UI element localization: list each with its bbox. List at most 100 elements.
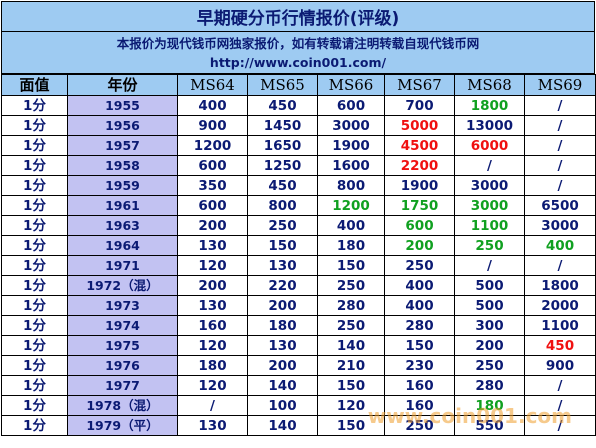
price-cell-ms64: 130 — [177, 235, 248, 256]
header-ms67: MS67 — [384, 74, 455, 96]
price-cell-ms66: 400 — [317, 215, 385, 236]
price-cell-ms66: 1200 — [317, 195, 385, 216]
price-cell-ms69: / — [524, 135, 596, 156]
price-cell-ms67: 280 — [384, 315, 455, 336]
year-cell: 1959 — [67, 175, 178, 196]
denomination-cell: 1分 — [1, 255, 68, 276]
price-cell-ms64: 120 — [177, 335, 248, 356]
price-cell-ms66: 180 — [317, 235, 385, 256]
price-cell-ms66: 210 — [317, 355, 385, 376]
price-cell-ms64: 160 — [177, 315, 248, 336]
year-cell: 1957 — [67, 135, 178, 156]
price-cell-ms64: 350 — [177, 175, 248, 196]
page-title: 早期硬分币行情报价(评级) — [1, 1, 595, 32]
price-cell-ms65: 130 — [247, 255, 318, 276]
price-cell-ms68: 1100 — [454, 215, 525, 236]
year-cell: 1971 — [67, 255, 178, 276]
price-cell-ms67: 5000 — [384, 115, 455, 136]
table-row: 1分 1957 1200 1650 1900 4500 6000/ — [1, 135, 596, 156]
table-row: 1分 1955 400 450 600 700 1800/ — [1, 95, 596, 116]
price-cell-ms69: / — [524, 115, 596, 136]
price-cell-ms65: 450 — [247, 95, 318, 116]
price-cell-ms69: 3000 — [524, 215, 596, 236]
denomination-cell: 1分 — [1, 375, 68, 396]
year-cell: 1955 — [67, 95, 178, 116]
table-row: 1分 1978（混）/100 120 160 180/ — [1, 395, 596, 416]
price-cell-ms64: / — [177, 395, 248, 416]
price-cell-ms64: 120 — [177, 375, 248, 396]
table-row: 1分 1959 350 450 800 1900 3000/ — [1, 175, 596, 196]
price-cell-ms69: / — [524, 95, 596, 116]
table-row: 1分 1979（平） 130 140 150 250 550/ — [1, 415, 596, 436]
price-cell-ms68: / — [454, 155, 525, 176]
price-cell-ms66: 1600 — [317, 155, 385, 176]
price-cell-ms65: 1450 — [247, 115, 318, 136]
price-cell-ms69: 900 — [524, 355, 596, 376]
price-cell-ms67: 600 — [384, 215, 455, 236]
price-cell-ms67: 4500 — [384, 135, 455, 156]
price-cell-ms68: 3000 — [454, 195, 525, 216]
price-cell-ms64: 130 — [177, 415, 248, 436]
denomination-cell: 1分 — [1, 395, 68, 416]
table-header-row: 面值 年份 MS64 MS65 MS66 MS67 MS68 MS69 — [1, 74, 596, 96]
year-cell: 1976 — [67, 355, 178, 376]
price-cell-ms68: 1800 — [454, 95, 525, 116]
price-cell-ms68: / — [454, 255, 525, 276]
price-cell-ms69: 1800 — [524, 275, 596, 296]
price-cell-ms65: 130 — [247, 335, 318, 356]
price-cell-ms68: 3000 — [454, 175, 525, 196]
year-cell: 1973 — [67, 295, 178, 316]
table-row: 1分 1956 900 1450 3000 5000 13000/ — [1, 115, 596, 136]
price-cell-ms65: 450 — [247, 175, 318, 196]
price-cell-ms64: 900 — [177, 115, 248, 136]
table-row: 1分 1977 120 140 150 160 280/ — [1, 375, 596, 396]
price-cell-ms66: 140 — [317, 335, 385, 356]
year-cell: 1979（平） — [67, 415, 178, 436]
price-cell-ms67: 250 — [384, 255, 455, 276]
price-cell-ms65: 180 — [247, 315, 318, 336]
table-row: 1分 1961 600 800 1200 1750 3000 6500 — [1, 195, 596, 216]
price-cell-ms67: 250 — [384, 415, 455, 436]
price-cell-ms66: 3000 — [317, 115, 385, 136]
price-cell-ms67: 1750 — [384, 195, 455, 216]
price-cell-ms67: 230 — [384, 355, 455, 376]
price-cell-ms69: / — [524, 255, 596, 276]
price-cell-ms64: 1200 — [177, 135, 248, 156]
price-cell-ms66: 800 — [317, 175, 385, 196]
site-url-link[interactable]: http://www.coin001.com/ — [209, 55, 387, 70]
price-cell-ms65: 200 — [247, 295, 318, 316]
price-cell-ms69: 1100 — [524, 315, 596, 336]
price-cell-ms67: 200 — [384, 235, 455, 256]
price-cell-ms69: 450 — [524, 335, 596, 356]
price-cell-ms67: 400 — [384, 295, 455, 316]
price-cell-ms67: 2200 — [384, 155, 455, 176]
price-cell-ms69: 6500 — [524, 195, 596, 216]
price-cell-ms65: 200 — [247, 355, 318, 376]
denomination-cell: 1分 — [1, 295, 68, 316]
price-cell-ms69: / — [524, 175, 596, 196]
price-cell-ms65: 150 — [247, 235, 318, 256]
denomination-cell: 1分 — [1, 155, 68, 176]
table-row: 1分 1974 160 180 250 280 300 1100 — [1, 315, 596, 336]
site-watermark: www.coin001.com — [367, 404, 572, 428]
denomination-cell: 1分 — [1, 415, 68, 436]
price-cell-ms65: 100 — [247, 395, 318, 416]
price-cell-ms67: 160 — [384, 375, 455, 396]
header-denomination: 面值 — [1, 74, 68, 96]
price-cell-ms65: 140 — [247, 415, 318, 436]
price-cell-ms68: 300 — [454, 315, 525, 336]
denomination-cell: 1分 — [1, 315, 68, 336]
price-cell-ms69: / — [524, 415, 596, 436]
denomination-cell: 1分 — [1, 355, 68, 376]
table-row: 1分 1973 130 200 280 400 500 2000 — [1, 295, 596, 316]
price-cell-ms64: 600 — [177, 155, 248, 176]
price-cell-ms66: 150 — [317, 255, 385, 276]
price-cell-ms68: 550 — [454, 415, 525, 436]
year-cell: 1961 — [67, 195, 178, 216]
price-cell-ms64: 120 — [177, 255, 248, 276]
price-cell-ms69: 2000 — [524, 295, 596, 316]
price-cell-ms66: 1900 — [317, 135, 385, 156]
price-cell-ms68: 250 — [454, 355, 525, 376]
year-cell: 1977 — [67, 375, 178, 396]
price-cell-ms66: 250 — [317, 315, 385, 336]
